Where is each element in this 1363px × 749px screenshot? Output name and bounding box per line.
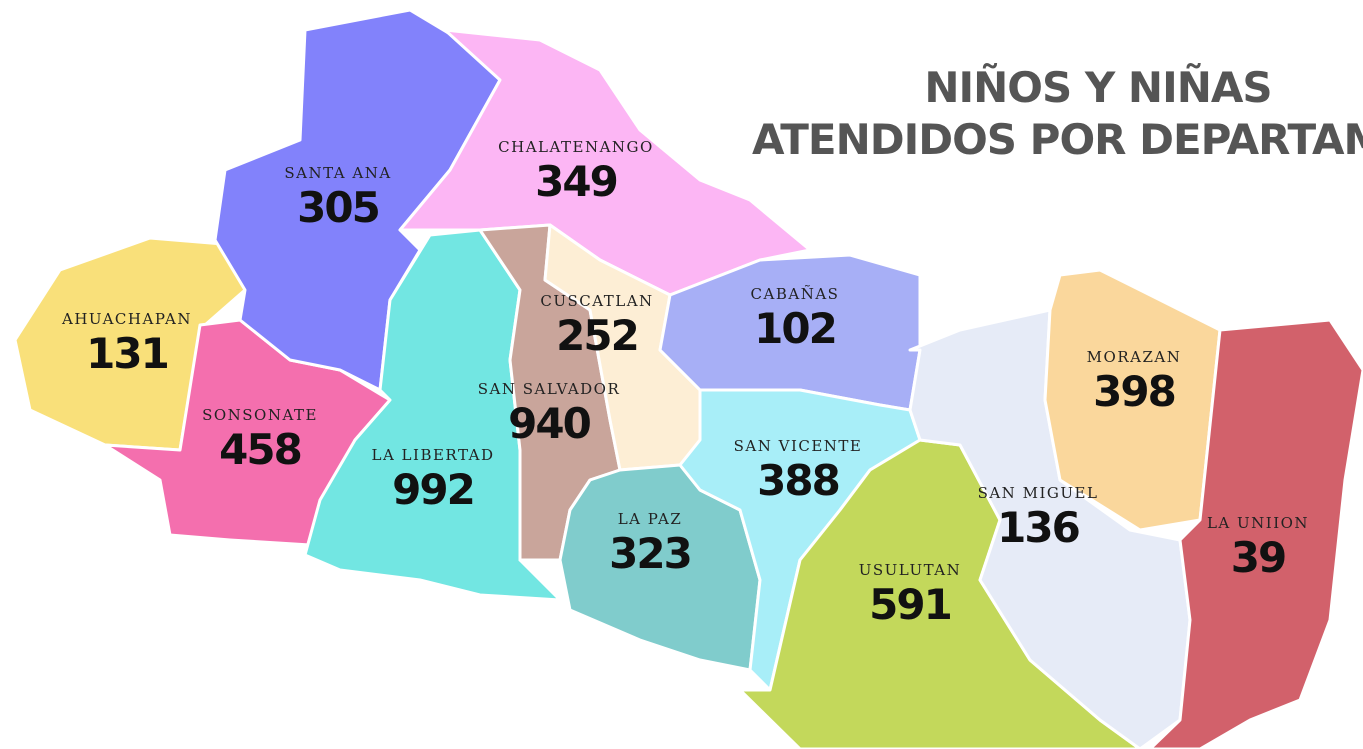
department-name: USULUTAN <box>859 561 961 579</box>
department-region <box>1148 318 1363 749</box>
department-count: 136 <box>997 503 1079 552</box>
department-count: 591 <box>869 580 951 629</box>
department-name: CUSCATLAN <box>540 292 653 310</box>
department-name: SAN SALVADOR <box>478 380 621 398</box>
department-name: AHUACHAPAN <box>61 310 192 328</box>
department-count: 349 <box>535 157 617 206</box>
department-count: 388 <box>757 456 839 505</box>
department-name: LA PAZ <box>618 510 683 528</box>
title-line: ATENDIDOS POR DEPARTAMEN <box>752 115 1363 164</box>
department-count: 39 <box>1231 533 1285 582</box>
department-name: SANTA ANA <box>284 164 391 182</box>
department-name: LA UNIION <box>1207 514 1309 532</box>
department-name: LA LIBERTAD <box>372 446 495 464</box>
department-name: SAN MIGUEL <box>978 484 1099 502</box>
department-count: 992 <box>392 465 474 514</box>
department-count: 458 <box>219 425 301 474</box>
department-count: 102 <box>754 304 836 353</box>
department-count: 323 <box>609 529 691 578</box>
department-name: SAN VICENTE <box>734 437 863 455</box>
department-count: 305 <box>297 183 379 232</box>
department-name: SONSONATE <box>202 406 318 424</box>
department-name: CHALATENANGO <box>498 138 654 156</box>
department-count: 252 <box>556 311 638 360</box>
department-count: 398 <box>1093 367 1175 416</box>
department-count: 940 <box>508 399 590 448</box>
department-count: 131 <box>86 329 168 378</box>
department-name: CABAÑAS <box>751 285 840 303</box>
regions <box>13 8 1363 749</box>
title-line: NIÑOS Y NIÑAS <box>924 62 1271 112</box>
department-name: MORAZAN <box>1087 348 1182 366</box>
